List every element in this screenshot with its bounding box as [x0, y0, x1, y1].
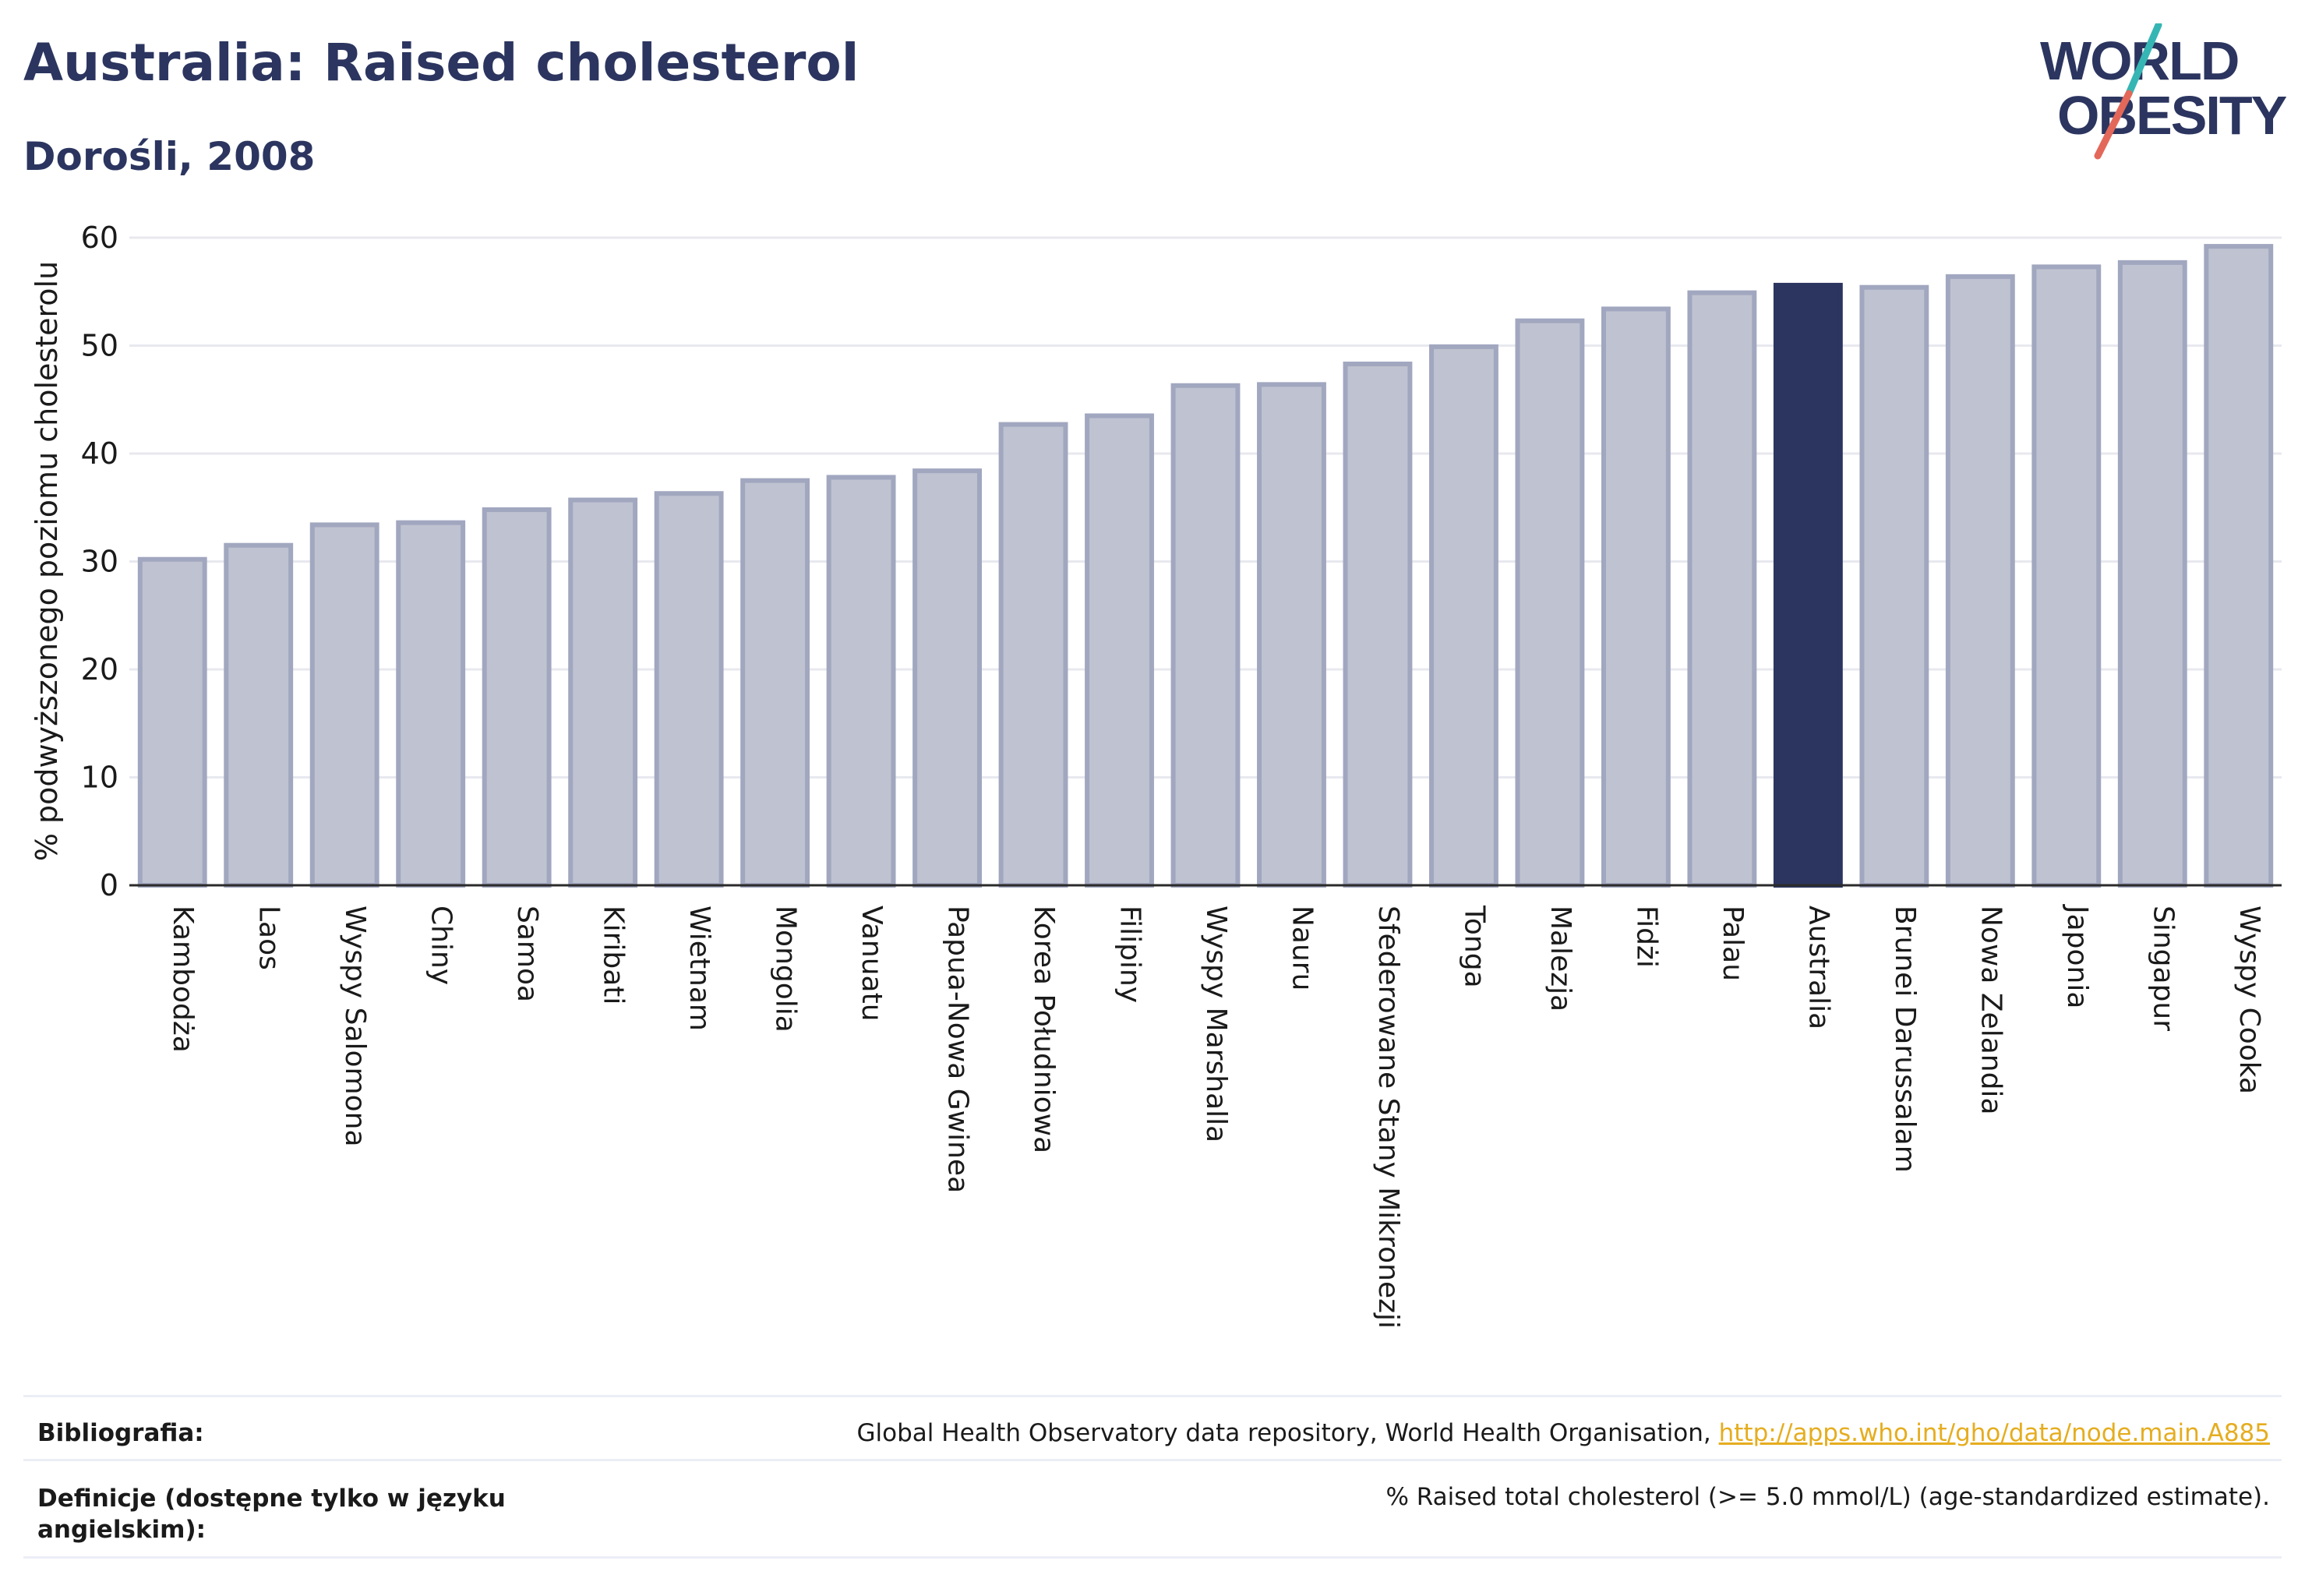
bar-mongolia	[740, 478, 810, 888]
x-tick-label: Fidżi	[1630, 906, 1662, 968]
x-tick-label: Samoa	[511, 906, 543, 1002]
definitions-label-line-2: angielskim):	[37, 1516, 206, 1544]
bar-wyspy-cooka	[2204, 244, 2274, 888]
x-tick-label: Tonga	[1458, 905, 1490, 988]
x-tick-label: Filipiny	[1114, 906, 1146, 1003]
logo-slash-top	[2125, 23, 2162, 97]
x-tick-label: Laos	[253, 906, 285, 970]
bar-japonia	[2031, 264, 2102, 888]
bars	[137, 244, 2274, 888]
bibliography-row: Bibliografia: Global Health Observatory …	[23, 1395, 2282, 1461]
bar-fidżi	[1601, 306, 1671, 888]
bibliography-label: Bibliografia:	[37, 1419, 204, 1447]
bar-kambodża	[137, 556, 207, 888]
x-tick-label: Wyspy Salomona	[339, 906, 371, 1147]
bar-samoa	[482, 507, 552, 888]
x-tick-label: Nauru	[1286, 906, 1318, 990]
bar-vanuatu	[826, 475, 896, 888]
bar-brunei-darussalam	[1859, 284, 1929, 888]
x-tick-label: Malezja	[1544, 906, 1576, 1012]
bar-korea-południowa	[998, 422, 1068, 888]
y-axis-label: % podwyższonego poziomu cholesterolu	[30, 260, 64, 862]
bar-papua-nowa-gwinea	[912, 468, 982, 888]
bibliography-text: Global Health Observatory data repositor…	[856, 1419, 1719, 1447]
bar-wyspy-marshalla	[1170, 383, 1241, 888]
bar-palau	[1687, 290, 1757, 888]
definitions-value: % Raised total cholesterol (>= 5.0 mmol/…	[1385, 1483, 2270, 1511]
bar-kiribati	[568, 497, 638, 888]
definitions-label-line-1: Definicje (dostępne tylko w języku	[37, 1485, 506, 1513]
x-tick-label: Wyspy Marshalla	[1200, 906, 1232, 1142]
definitions-row: Definicje (dostępne tylko w języku angie…	[23, 1459, 2282, 1559]
x-tick-label: Chiny	[425, 906, 457, 985]
y-tick-label: 40	[81, 436, 118, 471]
y-tick-label: 30	[81, 545, 118, 579]
x-tick-label: Korea Południowa	[1028, 906, 1060, 1153]
bar-chart: 0 10 20 30 40 50 60 Kambodża Laos Wyspy Salomona…	[81, 221, 2282, 1329]
logo-line-2: OBESITY	[2057, 85, 2287, 146]
chart-title: Australia: Raised cholesterol	[23, 33, 860, 93]
bar-chiny	[396, 520, 466, 888]
chart-subtitle: Dorośli, 2008	[23, 134, 316, 179]
x-tick-label: Wyspy Cooka	[2233, 906, 2265, 1094]
x-tick-label: Nowa Zelandia	[1975, 906, 2007, 1115]
bar-wyspy-salomona	[309, 522, 379, 888]
x-tick-label: Mongolia	[770, 906, 802, 1033]
bar-laos	[224, 542, 294, 888]
bar-filipiny	[1085, 413, 1154, 888]
bar-wietnam	[654, 491, 724, 888]
x-tick-label: Vanuatu	[856, 906, 888, 1022]
x-tick-label: Australia	[1802, 906, 1834, 1029]
bar-australia	[1773, 282, 1843, 888]
y-tick-label: 50	[81, 329, 118, 363]
y-tick-label: 0	[100, 868, 118, 902]
x-tick-label: Wietnam	[683, 906, 715, 1031]
bar-tonga	[1429, 344, 1498, 888]
y-tick-label: 60	[81, 221, 118, 255]
logo-slash-bottom	[2094, 90, 2133, 160]
x-tick-label: Sfederowane Stany Mikronezji	[1372, 906, 1404, 1329]
x-tick-label: Papua-Nowa Gwinea	[942, 906, 974, 1193]
x-tick-label: Palau	[1717, 906, 1749, 981]
x-axis-labels: Kambodża Laos Wyspy Salomona Chiny Samoa Kiri…	[167, 904, 2265, 1329]
bar-nowa-zelandia	[1945, 274, 2015, 888]
bar-malezja	[1515, 318, 1585, 888]
bar-singapur	[2117, 260, 2187, 888]
x-tick-label: Kiribati	[598, 906, 630, 1005]
y-axis-ticks: 0 10 20 30 40 50 60	[81, 221, 118, 902]
y-tick-label: 20	[81, 652, 118, 687]
bar-nauru	[1257, 382, 1326, 888]
definitions-label: Definicje (dostępne tylko w języku angie…	[37, 1483, 506, 1545]
y-tick-label: 10	[81, 761, 118, 795]
footer-bottom-border	[23, 1556, 2282, 1559]
x-tick-label: Brunei Darussalam	[1889, 906, 1921, 1173]
x-tick-label: Singapur	[2147, 906, 2179, 1031]
x-tick-label: Japonia	[2061, 904, 2093, 1008]
bibliography-value: Global Health Observatory data repositor…	[857, 1419, 2270, 1447]
world-obesity-logo: WORLD OBESITY	[2040, 23, 2289, 160]
x-tick-label: Kambodża	[167, 906, 199, 1053]
bibliography-link[interactable]: http://apps.who.int/gho/data/node.main.A…	[1718, 1419, 2270, 1447]
bar-sfederowane-stany-mikronezji	[1343, 362, 1413, 888]
